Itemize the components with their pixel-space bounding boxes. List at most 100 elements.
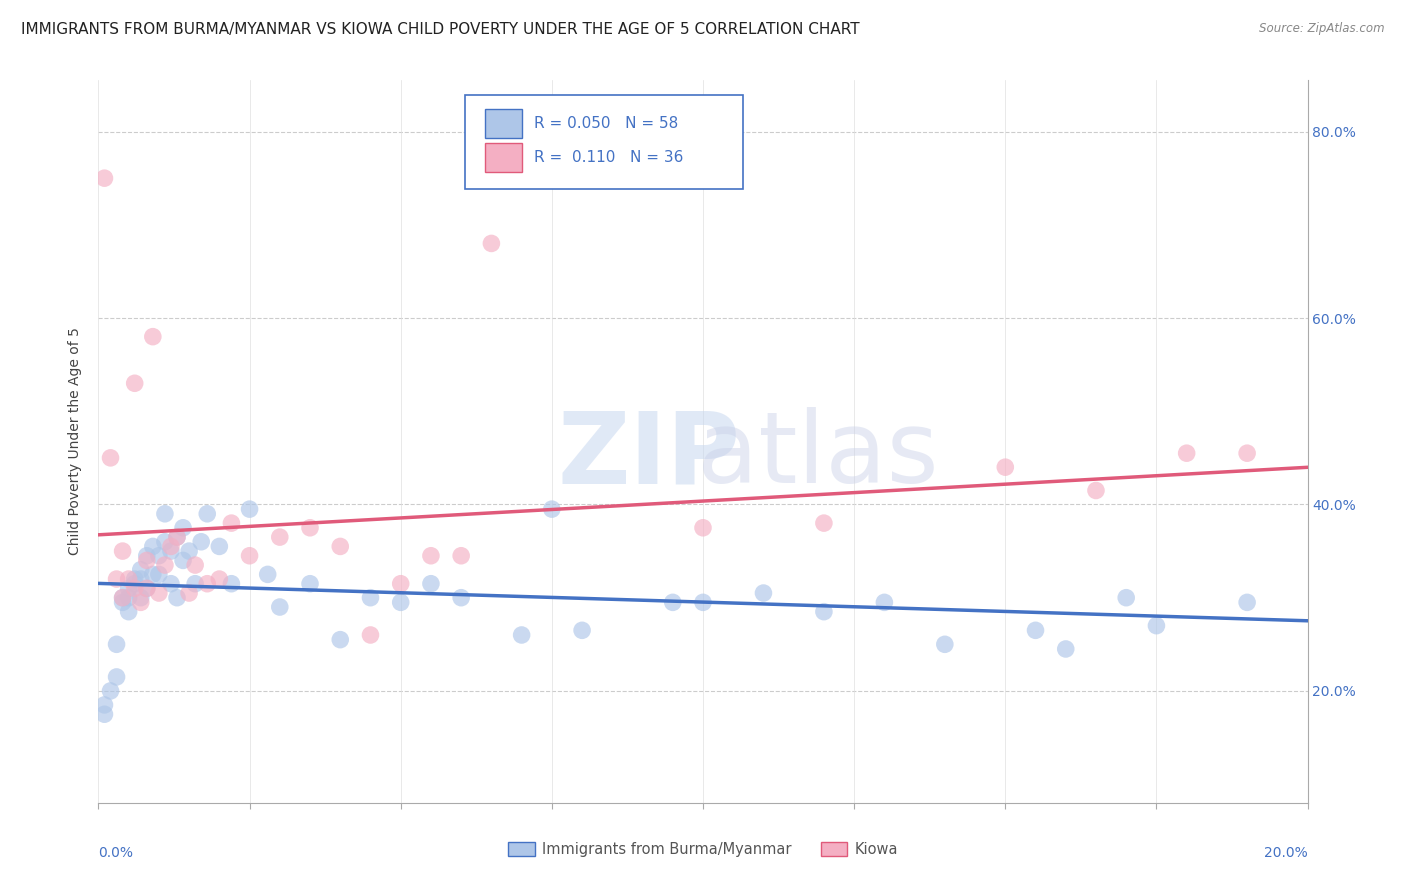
Point (179, 544, 201, 558)
Point (389, 595, 412, 609)
Point (450, 591, 472, 605)
Point (1024, 624, 1046, 638)
Point (111, 595, 134, 609)
Point (184, 558, 207, 572)
Text: atlas: atlas (697, 408, 939, 505)
Point (153, 558, 176, 572)
Point (93, 698, 115, 712)
Y-axis label: Child Poverty Under the Age of 5: Child Poverty Under the Age of 5 (67, 327, 82, 556)
Text: R = 0.050   N = 58: R = 0.050 N = 58 (534, 116, 678, 131)
Point (142, 329, 165, 343)
Point (142, 540, 165, 554)
Point (148, 549, 170, 563)
Text: R =  0.110   N = 36: R = 0.110 N = 36 (534, 150, 683, 165)
Point (1085, 483, 1108, 498)
Point (692, 521, 714, 535)
Point (153, 507, 176, 521)
Point (221, 576, 243, 591)
Point (481, 236, 503, 251)
Point (813, 516, 835, 530)
Point (179, 586, 201, 600)
Point (873, 595, 896, 609)
Point (1144, 618, 1167, 632)
Point (124, 376, 146, 391)
Point (172, 521, 194, 535)
Point (239, 502, 262, 516)
FancyBboxPatch shape (485, 143, 522, 172)
Point (208, 572, 231, 586)
Point (208, 540, 231, 554)
Point (111, 591, 134, 605)
Point (420, 549, 443, 563)
Point (994, 460, 1017, 475)
Point (111, 544, 134, 558)
Point (160, 576, 183, 591)
Point (389, 576, 412, 591)
Point (124, 572, 146, 586)
Point (105, 572, 128, 586)
Text: 0.0%: 0.0% (98, 847, 134, 860)
Point (129, 563, 152, 577)
Text: 20.0%: 20.0% (1264, 847, 1308, 860)
Point (160, 544, 183, 558)
Point (118, 572, 141, 586)
Point (135, 553, 157, 567)
Text: IMMIGRANTS FROM BURMA/MYANMAR VS KIOWA CHILD POVERTY UNDER THE AGE OF 5 CORRELAT: IMMIGRANTS FROM BURMA/MYANMAR VS KIOWA C… (21, 22, 859, 37)
Point (166, 530, 188, 544)
Point (329, 540, 352, 554)
Point (135, 582, 157, 596)
Point (269, 600, 291, 615)
Point (100, 684, 122, 698)
Point (571, 624, 593, 638)
Point (1054, 642, 1077, 657)
Point (661, 595, 683, 609)
Point (692, 595, 714, 609)
Point (239, 549, 262, 563)
FancyBboxPatch shape (465, 95, 742, 189)
Point (329, 632, 352, 647)
Point (129, 595, 152, 609)
Point (299, 521, 322, 535)
Point (93, 707, 115, 722)
Point (118, 591, 141, 605)
Point (148, 567, 170, 582)
Point (100, 450, 122, 465)
Point (166, 591, 188, 605)
Point (299, 576, 322, 591)
Point (269, 530, 291, 544)
Point (105, 637, 128, 651)
Point (135, 549, 157, 563)
FancyBboxPatch shape (485, 109, 522, 138)
Point (420, 576, 443, 591)
Point (934, 637, 956, 651)
Point (813, 605, 835, 619)
Point (166, 530, 188, 544)
Point (105, 670, 128, 684)
Point (190, 534, 212, 549)
Point (256, 567, 278, 582)
Point (752, 586, 775, 600)
Point (135, 582, 157, 596)
Point (1115, 591, 1137, 605)
Text: ZIP: ZIP (558, 408, 741, 505)
Point (160, 540, 183, 554)
Point (142, 567, 165, 582)
Point (1175, 446, 1198, 460)
Point (124, 582, 146, 596)
Point (184, 576, 207, 591)
Point (1236, 446, 1258, 460)
Point (540, 502, 562, 516)
Point (450, 549, 472, 563)
Point (195, 507, 218, 521)
Point (195, 576, 218, 591)
Text: Source: ZipAtlas.com: Source: ZipAtlas.com (1260, 22, 1385, 36)
Point (118, 582, 141, 596)
Point (153, 534, 176, 549)
Point (118, 605, 141, 619)
Point (510, 628, 533, 642)
Legend: Immigrants from Burma/Myanmar, Kiowa: Immigrants from Burma/Myanmar, Kiowa (509, 841, 897, 857)
Point (360, 591, 382, 605)
Point (129, 591, 152, 605)
Point (360, 628, 382, 642)
Point (148, 586, 170, 600)
